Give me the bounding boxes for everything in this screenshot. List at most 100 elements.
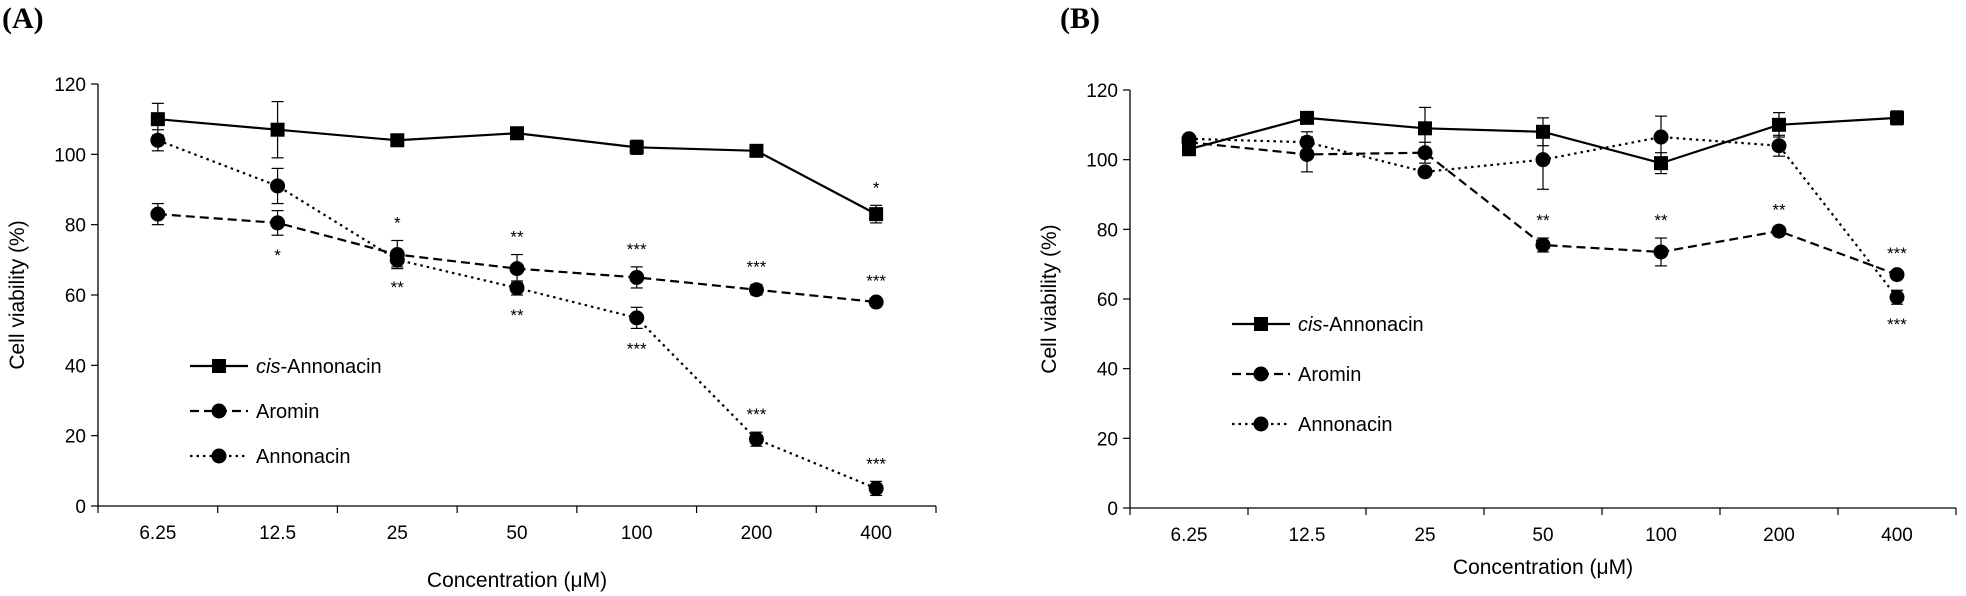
y-tick-label: 120 xyxy=(54,75,86,96)
significance-label: *** xyxy=(627,240,647,259)
legend-label: Aromin xyxy=(1298,364,1361,386)
series-annonacin: ************* xyxy=(150,129,886,497)
legend-item: Aromin xyxy=(1232,364,1361,386)
y-tick-label: 80 xyxy=(1097,220,1118,241)
x-tick-label: 200 xyxy=(741,523,773,544)
data-point xyxy=(1299,146,1315,162)
chart-panel-b: (B) 0 20 40 60 80 100 120 6.25 12.5 25 50 100 200 400 C… xyxy=(1038,2,1957,579)
significance-label: * xyxy=(873,178,880,197)
legend-label-italic: cis xyxy=(1298,314,1322,336)
data-point xyxy=(629,310,645,326)
data-point xyxy=(748,282,764,298)
significance-label: *** xyxy=(746,405,766,424)
data-point xyxy=(1535,152,1551,168)
significance-label: *** xyxy=(746,257,766,276)
data-point xyxy=(509,280,525,296)
x-axis-title: Concentration (μM) xyxy=(427,569,607,592)
y-tick-label: 40 xyxy=(1097,360,1118,381)
data-point xyxy=(869,207,884,222)
data-point xyxy=(868,480,884,496)
legend-marker xyxy=(211,448,227,464)
legend-label: Annonacin xyxy=(256,446,351,468)
legend-label: Aromin xyxy=(256,401,319,423)
data-point xyxy=(629,140,644,155)
significance-label: * xyxy=(274,246,281,265)
legend-label: cis-Annonacin xyxy=(1298,314,1424,336)
legend-label-rest: -Annonacin xyxy=(280,356,381,378)
data-point xyxy=(509,261,525,277)
significance-label: *** xyxy=(1887,315,1907,334)
data-point xyxy=(1890,110,1904,125)
legend-marker xyxy=(212,359,226,373)
significance-label: ** xyxy=(510,228,524,247)
data-point xyxy=(510,126,524,141)
legend-marker xyxy=(1254,317,1268,331)
legend-item: Annonacin xyxy=(190,446,351,468)
panel-label: (B) xyxy=(1060,2,1100,35)
y-tick-label: 100 xyxy=(1086,151,1118,172)
significance-label: ** xyxy=(1772,201,1786,220)
series-aromin: ** ******* xyxy=(1181,134,1907,283)
series-annonacin: *** xyxy=(1181,115,1907,334)
data-point xyxy=(1300,110,1314,125)
significance-label: ** xyxy=(391,278,405,297)
data-point xyxy=(1654,156,1668,171)
x-tick-label: 100 xyxy=(1645,525,1677,546)
series-cis-annonacin: * xyxy=(150,100,884,224)
y-tick-label: 120 xyxy=(1086,81,1118,102)
data-point xyxy=(1889,289,1905,305)
data-point xyxy=(1535,237,1551,253)
data-point xyxy=(1653,129,1669,145)
legend-marker xyxy=(211,403,227,419)
significance-label: *** xyxy=(1887,244,1907,263)
data-point xyxy=(1772,117,1786,132)
data-point xyxy=(270,122,285,137)
legend-item: Aromin xyxy=(190,401,319,423)
y-tick-label: 0 xyxy=(75,497,86,518)
data-point xyxy=(1181,131,1197,147)
panel-label: (A) xyxy=(2,2,44,35)
data-point xyxy=(1653,244,1669,260)
significance-label: *** xyxy=(627,339,647,358)
data-point xyxy=(868,294,884,310)
x-tick-label: 400 xyxy=(1881,525,1913,546)
legend-label: cis-Annonacin xyxy=(256,356,382,378)
legend-marker xyxy=(1253,366,1269,382)
y-tick-label: 20 xyxy=(1097,429,1118,450)
y-tick-label: 60 xyxy=(1097,290,1118,311)
data-point xyxy=(1771,223,1787,239)
data-point xyxy=(1889,267,1905,283)
significance-label: *** xyxy=(866,454,886,473)
data-point xyxy=(1299,134,1315,150)
data-point xyxy=(748,431,764,447)
y-tick-label: 60 xyxy=(65,286,86,307)
data-point xyxy=(150,132,166,148)
y-axis-title: Cell viability (%) xyxy=(1038,224,1061,373)
x-tick-label: 6.25 xyxy=(1171,525,1208,546)
x-tick-label: 6.25 xyxy=(139,523,176,544)
y-tick-label: 100 xyxy=(54,145,86,166)
data-point xyxy=(1418,121,1432,136)
x-tick-label: 25 xyxy=(387,523,408,544)
x-tick-label: 12.5 xyxy=(1289,525,1326,546)
legend: cis-Annonacin Aromin Annonacin xyxy=(190,356,382,468)
y-tick-label: 20 xyxy=(65,427,86,448)
x-tick-label: 400 xyxy=(860,523,892,544)
data-point xyxy=(629,269,645,285)
data-point xyxy=(1417,164,1433,180)
data-point xyxy=(150,112,165,127)
x-tick-label: 25 xyxy=(1414,525,1435,546)
y-tick-label: 80 xyxy=(65,216,86,237)
x-tick-label: 200 xyxy=(1763,525,1795,546)
data-point xyxy=(270,215,286,231)
y-axis-title: Cell viability (%) xyxy=(6,220,29,369)
significance-label: *** xyxy=(866,272,886,291)
significance-label: ** xyxy=(1654,211,1668,230)
legend-label-italic: cis xyxy=(256,356,280,378)
data-point xyxy=(270,178,286,194)
data-point xyxy=(1771,138,1787,154)
data-point xyxy=(150,206,166,222)
y-tick-label: 40 xyxy=(65,356,86,377)
data-point xyxy=(1417,145,1433,161)
